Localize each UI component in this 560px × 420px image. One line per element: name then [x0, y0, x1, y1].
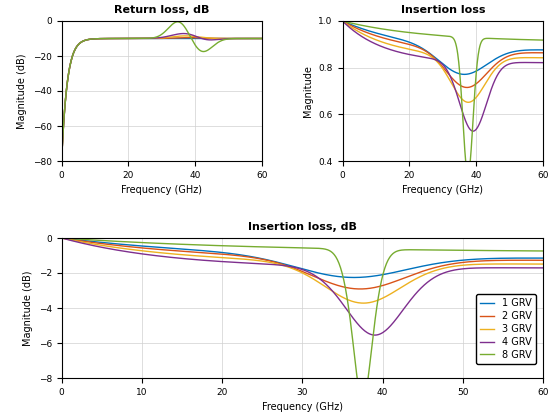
X-axis label: Frequency (GHz): Frequency (GHz) [122, 185, 202, 195]
4 GRV [342, 305, 349, 310]
1 GRV [540, 256, 547, 261]
2 GRV [342, 285, 349, 290]
8 GRV [540, 249, 547, 254]
2 GRV [182, 249, 189, 254]
Line: 4 GRV: 4 GRV [62, 238, 543, 335]
1 GRV [342, 275, 349, 280]
2 GRV [540, 258, 547, 263]
Line: 8 GRV: 8 GRV [62, 238, 543, 402]
4 GRV [422, 282, 428, 287]
2 GRV [357, 286, 363, 291]
Title: Insertion loss: Insertion loss [400, 5, 485, 15]
1 GRV [182, 247, 189, 252]
2 GRV [276, 261, 283, 266]
1 GRV [143, 244, 150, 249]
8 GRV [276, 245, 283, 250]
8 GRV [58, 236, 65, 241]
2 GRV [381, 283, 388, 288]
3 GRV [143, 249, 150, 254]
Y-axis label: Magnitude: Magnitude [303, 65, 313, 117]
Y-axis label: Magnitude (dB): Magnitude (dB) [23, 270, 33, 346]
Legend: 1 GRV, 2 GRV, 3 GRV, 4 GRV, 8 GRV: 1 GRV, 2 GRV, 3 GRV, 4 GRV, 8 GRV [476, 294, 536, 364]
4 GRV [276, 262, 283, 268]
8 GRV [342, 286, 349, 291]
Line: 1 GRV: 1 GRV [62, 238, 543, 278]
1 GRV [58, 236, 65, 241]
Y-axis label: Magnitude (dB): Magnitude (dB) [17, 53, 27, 129]
8 GRV [143, 240, 150, 245]
2 GRV [422, 268, 428, 273]
3 GRV [342, 296, 349, 301]
3 GRV [276, 262, 283, 267]
8 GRV [381, 268, 388, 273]
1 GRV [381, 272, 388, 277]
1 GRV [276, 260, 283, 265]
X-axis label: Frequency (GHz): Frequency (GHz) [262, 402, 343, 412]
3 GRV [540, 262, 547, 267]
3 GRV [182, 252, 189, 257]
Line: 3 GRV: 3 GRV [62, 238, 543, 303]
3 GRV [360, 301, 366, 306]
1 GRV [422, 263, 428, 268]
4 GRV [381, 329, 388, 334]
2 GRV [143, 246, 150, 251]
X-axis label: Frequency (GHz): Frequency (GHz) [403, 185, 483, 195]
4 GRV [182, 256, 189, 261]
8 GRV [359, 399, 366, 404]
8 GRV [422, 247, 428, 252]
Line: 2 GRV: 2 GRV [62, 238, 543, 289]
4 GRV [58, 236, 65, 241]
Title: Return loss, dB: Return loss, dB [114, 5, 209, 15]
2 GRV [58, 236, 65, 241]
4 GRV [143, 252, 150, 257]
4 GRV [372, 333, 379, 338]
3 GRV [58, 236, 65, 241]
8 GRV [182, 242, 189, 247]
1 GRV [351, 275, 358, 280]
Title: Insertion loss, dB: Insertion loss, dB [248, 222, 357, 232]
3 GRV [381, 295, 388, 300]
4 GRV [540, 265, 547, 270]
3 GRV [422, 272, 428, 277]
